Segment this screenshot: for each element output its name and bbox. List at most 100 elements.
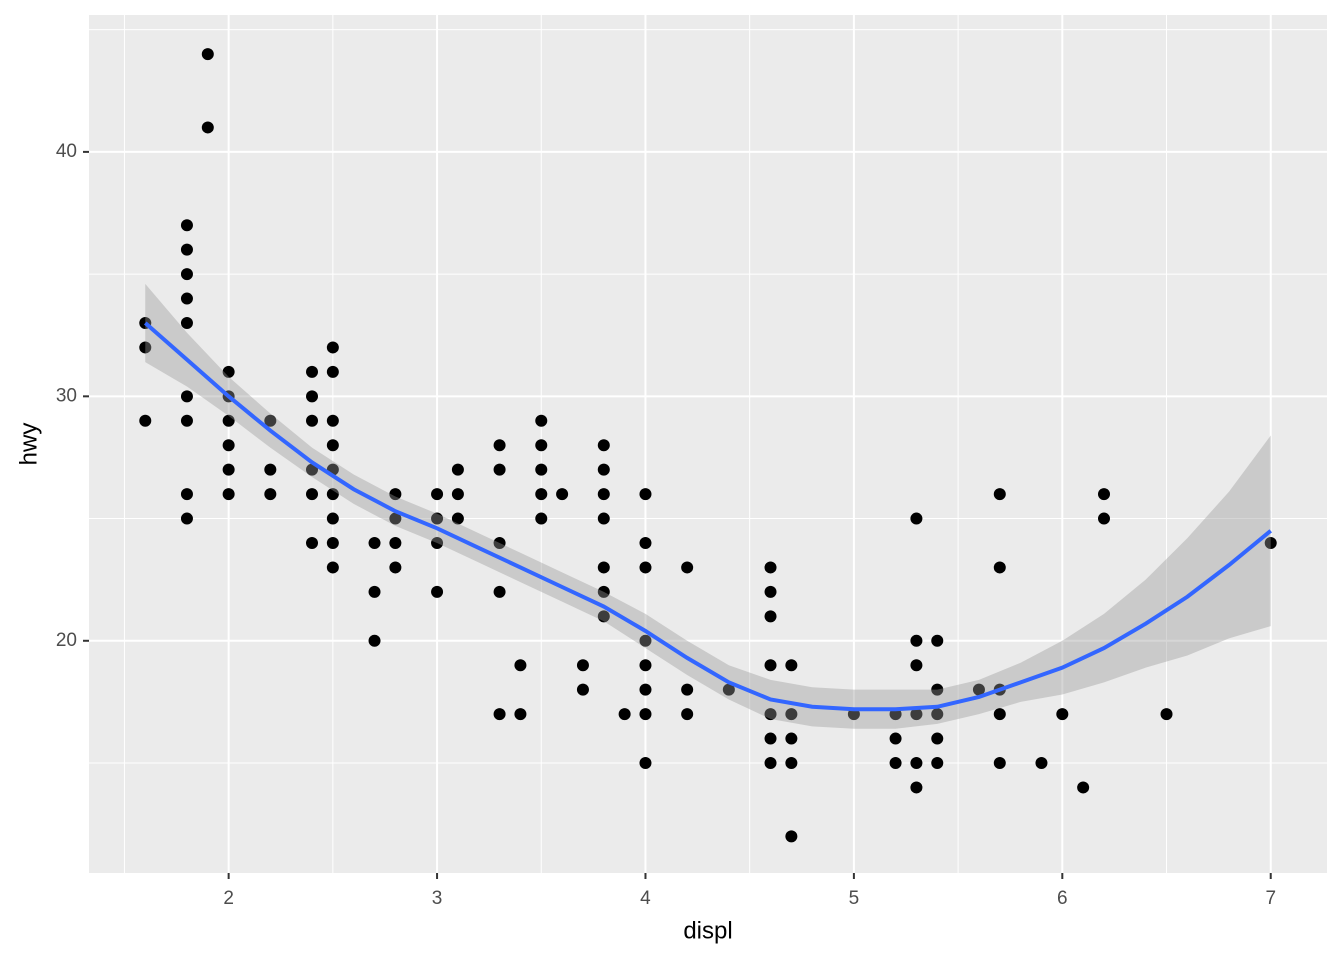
point	[306, 463, 319, 476]
point	[431, 512, 444, 525]
point	[326, 537, 339, 549]
x-tick-label: 7	[1265, 888, 1276, 909]
point	[931, 757, 944, 769]
point	[639, 634, 652, 647]
point	[785, 708, 798, 721]
y-tick-label: 40	[56, 141, 77, 162]
point	[972, 683, 985, 696]
point	[910, 757, 923, 769]
x-tick-label: 5	[849, 888, 860, 909]
x-tick-label: 2	[223, 888, 234, 909]
point	[764, 757, 777, 769]
point	[910, 708, 923, 721]
point	[931, 732, 944, 745]
y-tick-label: 20	[56, 630, 77, 651]
point	[180, 390, 193, 403]
point	[764, 561, 777, 574]
point	[222, 414, 235, 427]
point	[389, 561, 402, 574]
point	[1097, 512, 1110, 525]
panel	[89, 15, 1327, 873]
smooth-line	[143, 321, 1272, 712]
point	[1077, 781, 1090, 794]
point	[639, 708, 652, 721]
point	[431, 488, 444, 501]
point	[306, 414, 319, 427]
x-tick-label: 4	[640, 888, 651, 909]
point	[368, 585, 381, 598]
point	[222, 439, 235, 452]
point	[514, 659, 527, 672]
point	[326, 439, 339, 452]
point	[597, 463, 610, 476]
point	[785, 732, 798, 745]
point	[222, 488, 235, 501]
point	[180, 219, 193, 232]
point	[681, 708, 694, 721]
point	[368, 537, 381, 549]
point	[910, 512, 923, 525]
x-tick-label: 3	[432, 888, 443, 909]
point	[264, 488, 277, 501]
point	[180, 512, 193, 525]
point	[722, 683, 735, 696]
point	[180, 414, 193, 427]
point	[535, 414, 548, 427]
point	[306, 537, 319, 549]
point	[139, 414, 152, 427]
point	[910, 659, 923, 672]
point	[681, 683, 694, 696]
point	[576, 683, 589, 696]
point	[618, 708, 631, 721]
point	[431, 537, 444, 549]
point	[180, 317, 193, 329]
point	[1056, 708, 1069, 721]
point	[1160, 708, 1173, 721]
point	[785, 757, 798, 769]
x-tick-label: 6	[1057, 888, 1068, 909]
point	[264, 463, 277, 476]
point	[597, 561, 610, 574]
point	[451, 488, 464, 501]
point	[514, 708, 527, 721]
point	[1264, 537, 1277, 549]
point	[493, 537, 506, 549]
point	[597, 512, 610, 525]
point	[639, 561, 652, 574]
point	[431, 585, 444, 598]
point	[493, 439, 506, 452]
point	[326, 365, 339, 378]
point	[556, 488, 569, 501]
point	[493, 463, 506, 476]
confidence-ribbon	[145, 283, 1271, 729]
point	[910, 634, 923, 647]
point	[931, 708, 944, 721]
point	[889, 732, 902, 745]
point	[889, 757, 902, 769]
point	[785, 830, 798, 843]
y-tick-label: 30	[56, 385, 77, 406]
point	[764, 659, 777, 672]
point	[535, 439, 548, 452]
point	[493, 708, 506, 721]
point	[910, 781, 923, 794]
point	[222, 365, 235, 378]
point	[306, 488, 319, 501]
point	[535, 488, 548, 501]
point	[180, 243, 193, 256]
point	[1035, 757, 1048, 769]
point	[306, 365, 319, 378]
point	[993, 488, 1006, 501]
point	[764, 732, 777, 745]
point	[326, 561, 339, 574]
point	[201, 48, 214, 61]
point	[993, 757, 1006, 769]
point	[1097, 488, 1110, 501]
point	[306, 390, 319, 403]
point	[493, 585, 506, 598]
point	[681, 561, 694, 574]
point	[139, 341, 152, 354]
point	[576, 659, 589, 672]
